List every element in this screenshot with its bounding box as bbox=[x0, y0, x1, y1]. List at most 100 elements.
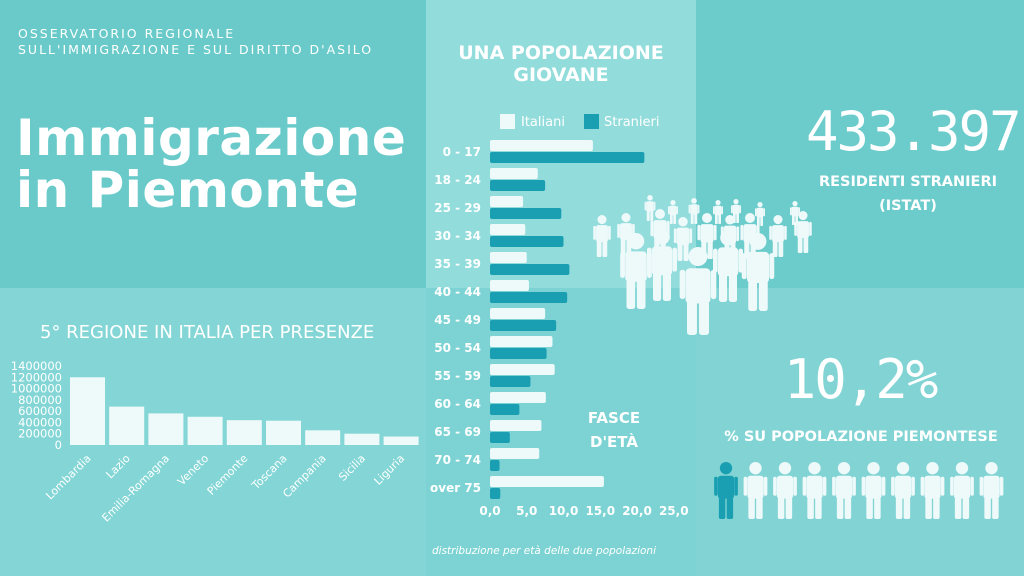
category-label: 40 - 44 bbox=[434, 285, 481, 299]
bar-stranieri bbox=[490, 208, 562, 219]
organization-name: OSSERVATORIO REGIONALE SULL'IMMIGRAZIONE… bbox=[18, 26, 373, 58]
person-leg bbox=[815, 496, 822, 519]
person-leg bbox=[748, 280, 758, 311]
person-icon-highlighted bbox=[714, 462, 738, 519]
person-arm bbox=[650, 220, 654, 237]
person-leg bbox=[777, 496, 785, 519]
person-head bbox=[773, 215, 783, 225]
person-head bbox=[691, 198, 697, 204]
person-head bbox=[985, 462, 998, 475]
title-line-1: Immigrazione bbox=[16, 109, 407, 167]
person-arm bbox=[755, 208, 757, 217]
crowd-person bbox=[755, 202, 765, 226]
person-leg bbox=[807, 496, 814, 519]
bar-italiani bbox=[490, 308, 546, 319]
bar-veneto bbox=[187, 416, 223, 445]
person-leg bbox=[962, 496, 970, 519]
person-leg bbox=[925, 496, 932, 519]
person-leg bbox=[792, 215, 795, 225]
person-leg bbox=[687, 300, 697, 335]
foreign-residents-label: RESIDENTI STRANIERI (ISTAT) bbox=[796, 170, 1020, 218]
bar-italiani bbox=[490, 168, 538, 179]
person-leg bbox=[726, 496, 734, 519]
person-arm bbox=[608, 225, 611, 240]
person-arm bbox=[673, 228, 677, 244]
person-leg bbox=[636, 279, 646, 309]
crowd-person bbox=[593, 215, 611, 257]
person-arm bbox=[644, 201, 647, 211]
pyramid-chart-title: UNA POPOLAZIONE GIOVANE bbox=[458, 42, 664, 86]
person-leg bbox=[662, 272, 671, 301]
bar-emilia-romagna bbox=[148, 413, 184, 445]
bar-toscana bbox=[266, 420, 301, 445]
bar-italiani bbox=[490, 336, 553, 347]
bar-italiani bbox=[490, 252, 527, 263]
person-head bbox=[670, 200, 676, 206]
bar-italiani bbox=[490, 140, 593, 151]
person-head bbox=[867, 462, 880, 475]
person-leg bbox=[933, 496, 940, 519]
person-torso bbox=[690, 204, 698, 215]
bar-sicilia bbox=[344, 433, 380, 445]
x-tick-label: 10,0 bbox=[549, 504, 579, 518]
person-head bbox=[715, 200, 721, 206]
person-head bbox=[955, 462, 969, 475]
category-label: over 75 bbox=[430, 481, 481, 495]
person-arm bbox=[881, 476, 886, 496]
person-torso bbox=[717, 247, 739, 277]
bar-italiani bbox=[490, 364, 555, 375]
person-torso bbox=[732, 204, 740, 215]
bar-liguria bbox=[383, 436, 419, 445]
person-leg bbox=[596, 240, 602, 257]
person-leg bbox=[602, 240, 608, 257]
person-leg bbox=[954, 496, 962, 519]
person-arm bbox=[769, 253, 775, 280]
x-tick-label: 0,0 bbox=[479, 504, 500, 518]
person-torso bbox=[685, 268, 711, 304]
category-label: 35 - 39 bbox=[434, 257, 481, 271]
bar-stranieri bbox=[490, 488, 501, 499]
person-head bbox=[757, 202, 763, 208]
age-distribution-chart: Italiani Stranieri 0 - 17 18 - 24 25 - 29 30 … bbox=[430, 114, 689, 518]
bar-stranieri bbox=[490, 292, 568, 303]
person-torso bbox=[746, 251, 770, 284]
bar-stranieri bbox=[490, 264, 570, 275]
person-leg bbox=[683, 243, 689, 261]
person-icon bbox=[950, 462, 974, 519]
person-head bbox=[621, 213, 631, 223]
category-label: 18 - 24 bbox=[434, 173, 481, 187]
person-torso bbox=[717, 475, 735, 499]
person-arm bbox=[743, 476, 748, 496]
person-leg bbox=[626, 279, 636, 309]
y-tick-label: 800000 bbox=[18, 393, 62, 407]
person-leg bbox=[803, 236, 809, 253]
person-head bbox=[749, 462, 762, 475]
person-arm bbox=[950, 476, 954, 496]
person-head bbox=[678, 217, 688, 227]
person-leg bbox=[756, 496, 763, 519]
person-torso bbox=[651, 246, 673, 276]
person-arm bbox=[740, 224, 744, 241]
person-head bbox=[627, 233, 645, 250]
person-icon bbox=[861, 462, 886, 519]
foreign-residents-label-line-2: (ISTAT) bbox=[879, 198, 937, 214]
person-leg bbox=[874, 496, 881, 519]
person-leg bbox=[785, 496, 793, 519]
y-tick-label: 0 bbox=[55, 438, 62, 452]
person-leg bbox=[650, 210, 654, 221]
person-arm bbox=[920, 476, 925, 496]
people-ratio-icons bbox=[714, 462, 1004, 519]
person-torso bbox=[596, 225, 608, 242]
person-leg bbox=[653, 272, 662, 301]
person-arm bbox=[741, 253, 747, 280]
person-torso bbox=[806, 475, 823, 499]
x-tick-label: 20,0 bbox=[622, 504, 652, 518]
person-leg bbox=[677, 243, 683, 261]
x-tick-label: 15,0 bbox=[585, 504, 615, 518]
legend-swatch-stranieri bbox=[584, 114, 599, 129]
category-label: 65 - 69 bbox=[434, 425, 481, 439]
person-icon bbox=[743, 462, 768, 519]
category-label: 45 - 49 bbox=[434, 313, 481, 327]
category-label: 60 - 64 bbox=[434, 397, 481, 411]
person-torso bbox=[625, 251, 647, 282]
